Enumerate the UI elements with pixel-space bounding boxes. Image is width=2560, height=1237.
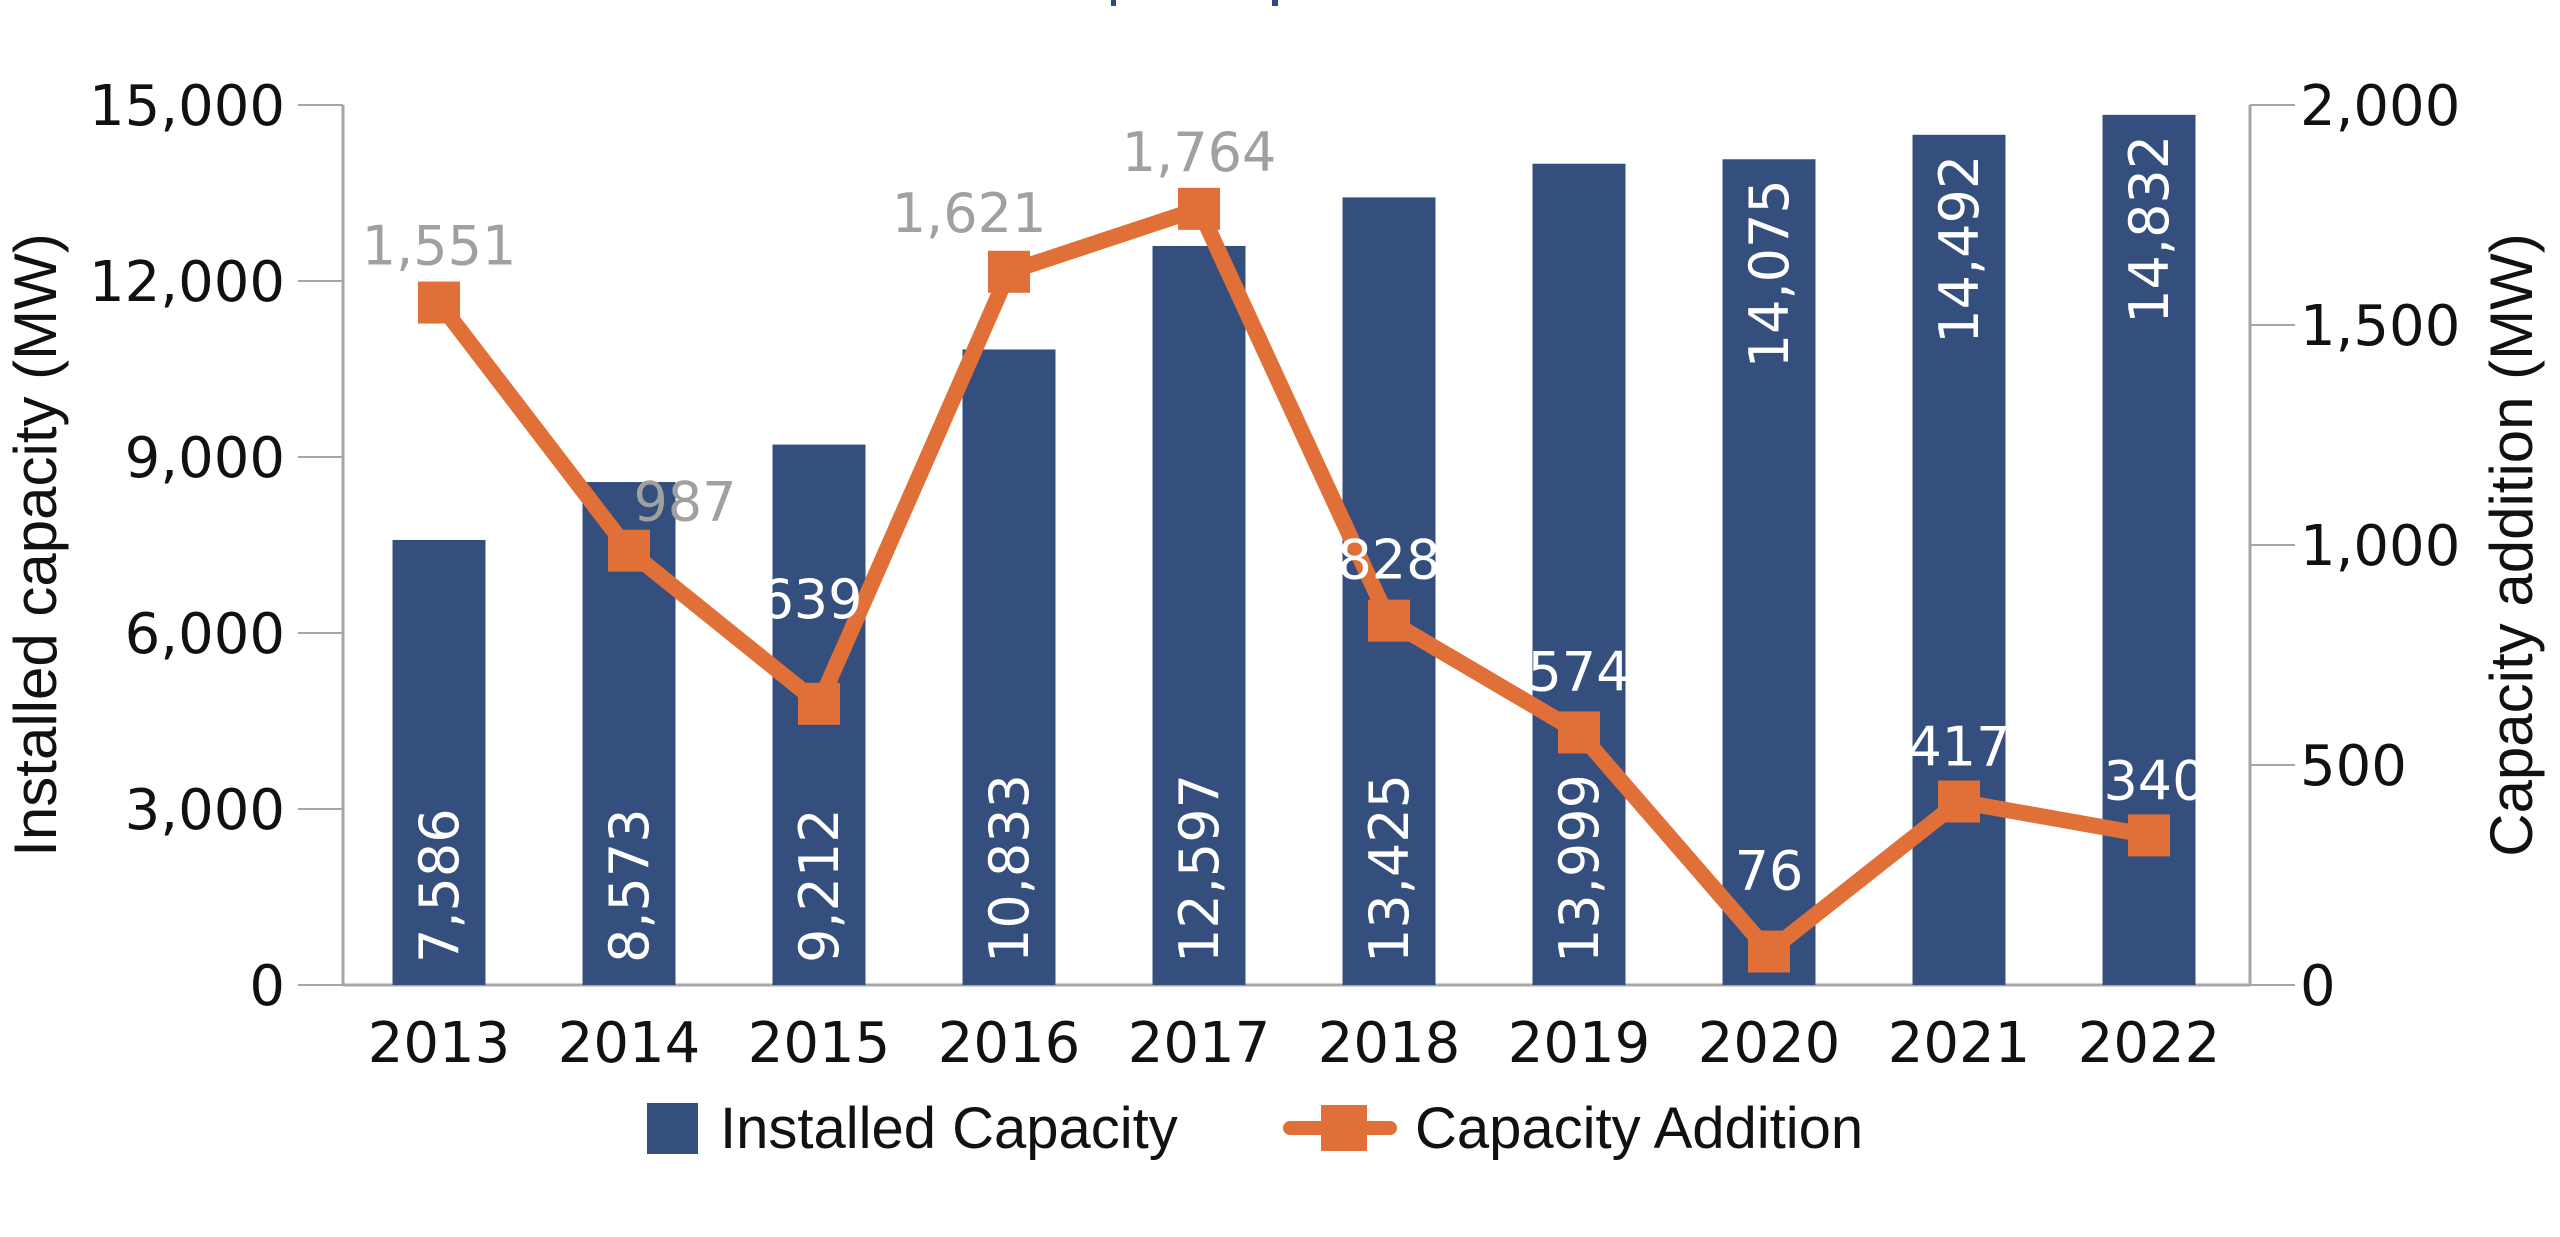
x-tick-label-2017: 2017	[1128, 1011, 1271, 1076]
bar-value-label-2020: 14,075	[1738, 179, 1801, 368]
bar-labels: 7,586 8,573 9,212 10,833 12,597 13,425 13,999 1…	[408, 135, 2181, 963]
bar-value-label-2014: 8,573	[598, 808, 661, 963]
title-glyph-fragment	[1272, 0, 1278, 6]
line-value-label-2013: 1,551	[362, 215, 517, 278]
x-tick-label-2016: 2016	[938, 1011, 1081, 1076]
line-value-label-2020: 76	[1735, 840, 1804, 903]
y-tick-label-right: 500	[2300, 734, 2407, 799]
marker-capacity-addition-2019	[1558, 711, 1600, 754]
y-tick-label-left: 6,000	[125, 602, 285, 667]
bar-installed-capacity-2013	[392, 539, 486, 985]
x-tick-label-2014: 2014	[558, 1011, 701, 1076]
axes: 0 3,000 6,000 9,000 12,000 15,000 0 500 1,000 1,5…	[89, 74, 2460, 1019]
bar-value-label-2016: 10,833	[978, 774, 1041, 963]
bar-series	[392, 114, 2196, 986]
x-tick-label-2022: 2022	[2078, 1011, 2221, 1076]
line-series	[418, 187, 2170, 973]
line-value-label-2017: 1,764	[1122, 121, 1277, 184]
marker-capacity-addition-2021	[1938, 780, 1980, 823]
y-tick-label-left: 3,000	[125, 778, 285, 843]
y-tick-label-left: 15,000	[89, 74, 285, 139]
bar-value-label-2019: 13,999	[1548, 774, 1611, 963]
marker-capacity-addition-2018	[1368, 599, 1410, 642]
bar-value-label-2015: 9,212	[788, 808, 851, 963]
y-tick-label-right: 1,500	[2300, 294, 2460, 359]
x-tick-label-2015: 2015	[748, 1011, 891, 1076]
line-value-label-2019: 574	[1527, 640, 1630, 703]
line-value-label-2021: 417	[1907, 716, 2010, 779]
line-value-label-2015: 639	[759, 568, 862, 631]
x-tick-label-2013: 2013	[368, 1011, 511, 1076]
line-value-label-2022: 340	[2103, 749, 2206, 812]
line-value-label-2014: 987	[633, 471, 736, 534]
title-glyph-fragment	[1111, 0, 1116, 6]
bar-installed-capacity-2016	[962, 349, 1056, 985]
legend-swatch-installed-capacity	[647, 1103, 698, 1154]
bar-installed-capacity-2018	[1342, 197, 1436, 985]
marker-capacity-addition-2022	[2128, 814, 2170, 857]
marker-capacity-addition-2014	[608, 529, 650, 572]
marker-capacity-addition-2016	[988, 250, 1030, 293]
x-tick-label-2021: 2021	[1888, 1011, 2031, 1076]
line-capacity-addition	[432, 198, 2151, 963]
y-tick-label-right: 1,000	[2300, 514, 2460, 579]
x-axis-tick-labels: 2013 2014 2015 2016 2017 2018 2019 2020 2021 2022	[368, 1011, 2221, 1076]
y-tick-label-left: 9,000	[125, 426, 285, 491]
bar-installed-capacity-2021	[1912, 134, 2006, 985]
y-tick-label-right: 2,000	[2300, 74, 2460, 139]
y-tick-label-left: 0	[249, 954, 285, 1019]
y-axis-title-left: Installed capacity (MW)	[2, 233, 69, 857]
line-value-label-2018: 828	[1337, 529, 1440, 592]
legend-label-capacity-addition: Capacity Addition	[1415, 1096, 1863, 1161]
bar-value-label-2013: 7,586	[408, 808, 471, 963]
bar-value-label-2021: 14,492	[1928, 155, 1991, 344]
y-tick-label-right: 0	[2300, 954, 2336, 1019]
legend-marker-capacity-addition	[1321, 1105, 1367, 1151]
bar-value-label-2022: 14,832	[2118, 135, 2181, 324]
y-tick-label-left: 12,000	[89, 250, 285, 315]
legend-label-installed-capacity: Installed Capacity	[720, 1096, 1178, 1161]
bar-value-label-2018: 13,425	[1358, 774, 1421, 963]
marker-capacity-addition-2015	[798, 682, 840, 725]
marker-capacity-addition-2013	[418, 281, 460, 324]
line-value-label-2016: 1,621	[892, 182, 1047, 245]
marker-capacity-addition-2017	[1178, 187, 1220, 230]
x-tick-label-2020: 2020	[1698, 1011, 1841, 1076]
line-labels: 1,551 987 639 1,621 1,764 828 574 76 417 340	[362, 121, 2207, 903]
chart-title-clipped	[1111, 0, 1278, 6]
bar-value-label-2017: 12,597	[1168, 774, 1231, 963]
y-axis-title-right: Capacity addition (MW)	[2478, 233, 2545, 857]
x-tick-label-2018: 2018	[1318, 1011, 1461, 1076]
bar-installed-capacity-2020	[1722, 159, 1816, 985]
legend: Installed Capacity Capacity Addition	[647, 1096, 1863, 1161]
bar-installed-capacity-2019	[1532, 163, 1626, 985]
bar-installed-capacity-2017	[1152, 245, 1246, 985]
marker-capacity-addition-2020	[1748, 930, 1790, 973]
x-tick-label-2019: 2019	[1508, 1011, 1651, 1076]
